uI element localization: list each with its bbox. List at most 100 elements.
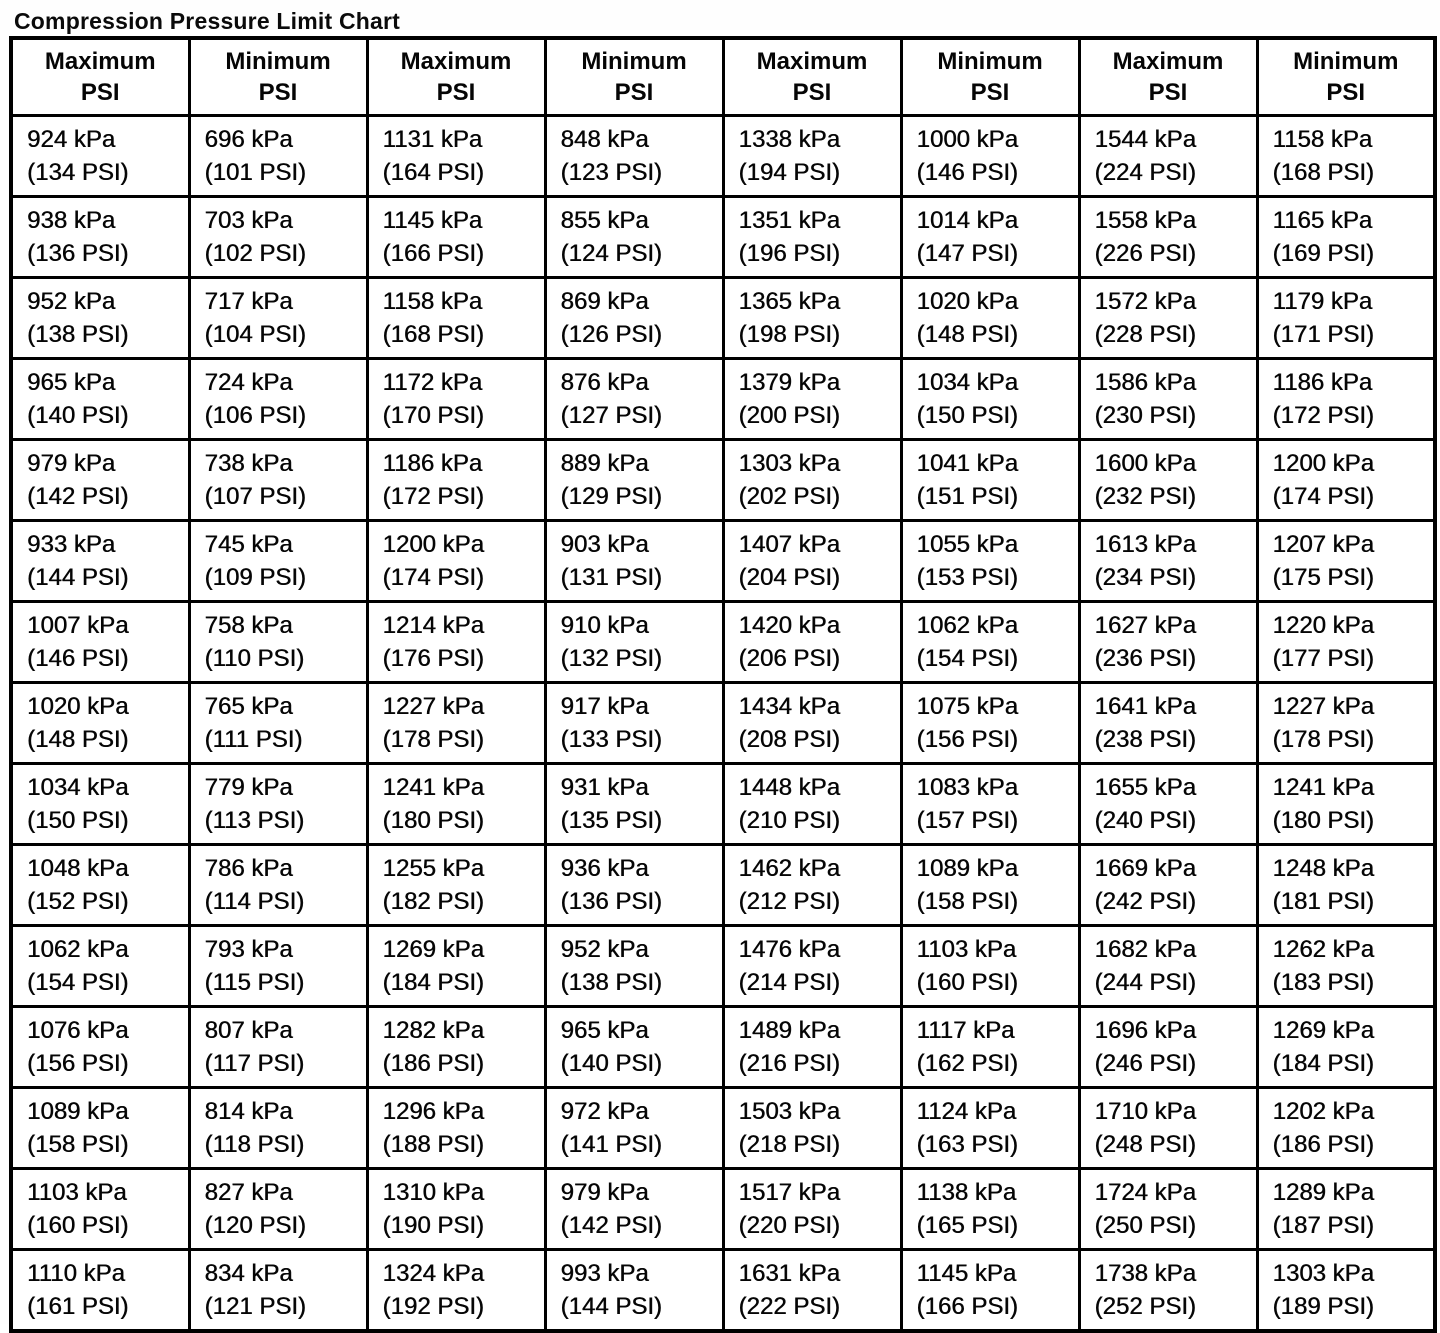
table-row: 952 kPa (138 PSI) 717 kPa (104 PSI) 1158 kPa… — [9, 276, 1437, 360]
kpa-value: 1034 kPa — [916, 368, 1018, 396]
kpa-value: 1682 kPa — [1094, 935, 1196, 963]
pressure-cell: 965 kPa (140 PSI) — [9, 357, 191, 441]
psi-value: (240 PSI) — [1094, 807, 1196, 834]
psi-value: (165 PSI) — [916, 1212, 1018, 1239]
psi-value: (248 PSI) — [1094, 1131, 1196, 1158]
pressure-cell: 1138 kPa (165 PSI) — [899, 1167, 1081, 1251]
psi-value: (132 PSI) — [560, 645, 662, 672]
psi-value: (123 PSI) — [560, 159, 662, 186]
psi-value: (144 PSI) — [560, 1293, 662, 1320]
psi-value: (118 PSI) — [204, 1131, 305, 1158]
kpa-value: 1351 kPa — [738, 206, 840, 234]
pressure-cell: 696 kPa (101 PSI) — [187, 114, 369, 198]
psi-value: (192 PSI) — [382, 1293, 484, 1320]
kpa-value: 1186 kPa — [1272, 368, 1373, 396]
pressure-cell: 807 kPa (117 PSI) — [187, 1005, 369, 1089]
kpa-value: 1076 kPa — [27, 1016, 129, 1044]
psi-value: (246 PSI) — [1094, 1050, 1196, 1077]
psi-value: (222 PSI) — [738, 1293, 840, 1320]
kpa-value: 993 kPa — [560, 1259, 649, 1287]
kpa-value: 1379 kPa — [738, 368, 840, 396]
pressure-cell: 1034 kPa (150 PSI) — [9, 762, 191, 846]
column-header-maximum-psi: Maximum PSI — [1077, 36, 1259, 117]
psi-value: (178 PSI) — [382, 726, 484, 753]
pressure-cell: 1627 kPa (236 PSI) — [1077, 600, 1259, 684]
psi-value: (102 PSI) — [204, 240, 306, 267]
psi-value: (113 PSI) — [204, 807, 305, 834]
pressure-cell: 1124 kPa (163 PSI) — [899, 1086, 1081, 1170]
kpa-value: 1303 kPa — [738, 449, 840, 477]
table-row: 1034 kPa (150 PSI) 779 kPa (113 PSI) 1241 kP… — [9, 762, 1437, 846]
psi-value: (156 PSI) — [27, 1050, 129, 1077]
kpa-value: 1255 kPa — [382, 854, 484, 882]
pressure-cell: 933 kPa (144 PSI) — [9, 519, 191, 603]
pressure-cell: 876 kPa (127 PSI) — [543, 357, 725, 441]
header-line2: PSI — [614, 79, 654, 106]
kpa-value: 758 kPa — [204, 611, 293, 639]
kpa-value: 1282 kPa — [382, 1016, 484, 1044]
kpa-value: 1020 kPa — [916, 287, 1018, 315]
pressure-cell: 1241 kPa (180 PSI) — [365, 762, 547, 846]
kpa-value: 724 kPa — [204, 368, 293, 396]
pressure-cell: 1489 kPa (216 PSI) — [721, 1005, 903, 1089]
pressure-cell: 1324 kPa (192 PSI) — [365, 1248, 547, 1333]
kpa-value: 1124 kPa — [916, 1097, 1017, 1125]
psi-value: (234 PSI) — [1094, 564, 1196, 591]
pressure-cell: 1462 kPa (212 PSI) — [721, 843, 903, 927]
table-row: 1048 kPa (152 PSI) 786 kPa (114 PSI) 1255 kP… — [9, 843, 1437, 927]
pressure-cell: 1075 kPa (156 PSI) — [899, 681, 1081, 765]
psi-value: (135 PSI) — [560, 807, 662, 834]
psi-value: (160 PSI) — [27, 1212, 129, 1239]
kpa-value: 1631 kPa — [738, 1259, 840, 1287]
kpa-value: 1200 kPa — [1272, 449, 1374, 477]
kpa-value: 965 kPa — [27, 368, 116, 396]
kpa-value: 1179 kPa — [1272, 287, 1373, 315]
pressure-cell: 1165 kPa (169 PSI) — [1255, 195, 1437, 279]
page-title: Compression Pressure Limit Chart — [14, 8, 401, 34]
pressure-cell: 1710 kPa (248 PSI) — [1077, 1086, 1259, 1170]
pressure-cell: 1227 kPa (178 PSI) — [365, 681, 547, 765]
pressure-cell: 724 kPa (106 PSI) — [187, 357, 369, 441]
kpa-value: 1248 kPa — [1272, 854, 1374, 882]
pressure-cell: 1076 kPa (156 PSI) — [9, 1005, 191, 1089]
pressure-cell: 1214 kPa (176 PSI) — [365, 600, 547, 684]
psi-value: (244 PSI) — [1094, 969, 1196, 996]
psi-value: (232 PSI) — [1094, 483, 1196, 510]
psi-value: (198 PSI) — [738, 321, 840, 348]
kpa-value: 1338 kPa — [738, 125, 840, 153]
psi-value: (156 PSI) — [916, 726, 1018, 753]
psi-value: (168 PSI) — [1272, 159, 1374, 186]
pressure-cell: 1517 kPa (220 PSI) — [721, 1167, 903, 1251]
psi-value: (148 PSI) — [916, 321, 1018, 348]
kpa-value: 793 kPa — [204, 935, 293, 963]
pressure-cell: 848 kPa (123 PSI) — [543, 114, 725, 198]
psi-value: (206 PSI) — [738, 645, 840, 672]
pressure-cell: 1055 kPa (153 PSI) — [899, 519, 1081, 603]
pressure-cell: 1655 kPa (240 PSI) — [1077, 762, 1259, 846]
psi-value: (250 PSI) — [1094, 1212, 1196, 1239]
pressure-cell: 910 kPa (132 PSI) — [543, 600, 725, 684]
pressure-cell: 1007 kPa (146 PSI) — [9, 600, 191, 684]
kpa-value: 1586 kPa — [1094, 368, 1196, 396]
kpa-value: 910 kPa — [560, 611, 649, 639]
kpa-value: 1407 kPa — [738, 530, 840, 558]
pressure-cell: 1303 kPa (202 PSI) — [721, 438, 903, 522]
psi-value: (172 PSI) — [1272, 402, 1374, 429]
pressure-cell: 1696 kPa (246 PSI) — [1077, 1005, 1259, 1089]
pressure-cell: 1131 kPa (164 PSI) — [365, 114, 547, 198]
psi-value: (124 PSI) — [560, 240, 662, 267]
pressure-cell: 1034 kPa (150 PSI) — [899, 357, 1081, 441]
pressure-cell: 1186 kPa (172 PSI) — [1255, 357, 1437, 441]
pressure-cell: 1682 kPa (244 PSI) — [1077, 924, 1259, 1008]
kpa-value: 1476 kPa — [738, 935, 840, 963]
pressure-cell: 979 kPa (142 PSI) — [9, 438, 191, 522]
kpa-value: 1145 kPa — [916, 1259, 1017, 1287]
pressure-cell: 1503 kPa (218 PSI) — [721, 1086, 903, 1170]
pressure-cell: 1048 kPa (152 PSI) — [9, 843, 191, 927]
psi-value: (188 PSI) — [382, 1131, 484, 1158]
pressure-cell: 972 kPa (141 PSI) — [543, 1086, 725, 1170]
psi-value: (168 PSI) — [382, 321, 484, 348]
psi-value: (150 PSI) — [27, 807, 129, 834]
psi-value: (154 PSI) — [916, 645, 1018, 672]
pressure-cell: 1145 kPa (166 PSI) — [365, 195, 547, 279]
